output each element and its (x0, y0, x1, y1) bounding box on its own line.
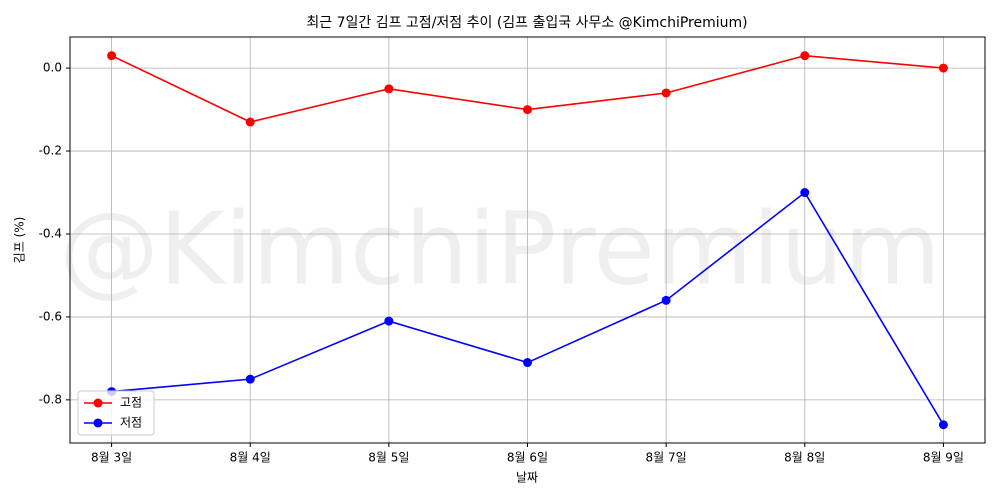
plot-frame (69, 36, 986, 444)
x-axis-label: 날짜 (516, 471, 538, 485)
legend-label: 저점 (120, 416, 142, 430)
x-tick-label: 8월 9일 (923, 451, 964, 465)
y-tick-label: -0.2 (39, 144, 62, 158)
legend-marker (93, 398, 103, 408)
point-marker (661, 295, 671, 305)
point-marker (938, 420, 948, 430)
point-marker (938, 63, 948, 73)
x-tick-label: 8월 5일 (368, 451, 409, 465)
x-tick-label: 8월 4일 (230, 451, 271, 465)
y-tick-label: 0.0 (43, 61, 62, 75)
point-marker (523, 105, 532, 115)
point-marker (661, 88, 671, 98)
chart-title: 최근 7일간 김프 고점/저점 추이 (김프 출입국 사무소 @KimchiPr… (306, 15, 747, 31)
y-tick-label: -0.6 (39, 309, 62, 323)
point-marker (800, 188, 810, 198)
legend-marker (93, 418, 103, 428)
point-marker (800, 51, 810, 61)
x-tick-label: 8월 6일 (507, 451, 548, 465)
legend-box (77, 390, 155, 436)
watermark: @KimchiPremium (59, 190, 941, 307)
point-marker (245, 117, 255, 127)
legend-label: 고점 (120, 396, 142, 410)
x-tick-label: 8월 7일 (646, 451, 687, 465)
x-tick-label: 8월 8일 (784, 451, 825, 465)
x-tick-label: 8월 3일 (91, 451, 132, 465)
y-tick-label: -0.8 (39, 392, 62, 406)
point-marker (523, 358, 532, 368)
point-marker (384, 84, 394, 94)
point-marker (384, 316, 394, 326)
point-marker (245, 374, 255, 384)
y-axis-label: 김프 (%) (13, 217, 27, 264)
y-tick-label: -0.4 (39, 226, 62, 240)
point-marker (107, 51, 117, 61)
